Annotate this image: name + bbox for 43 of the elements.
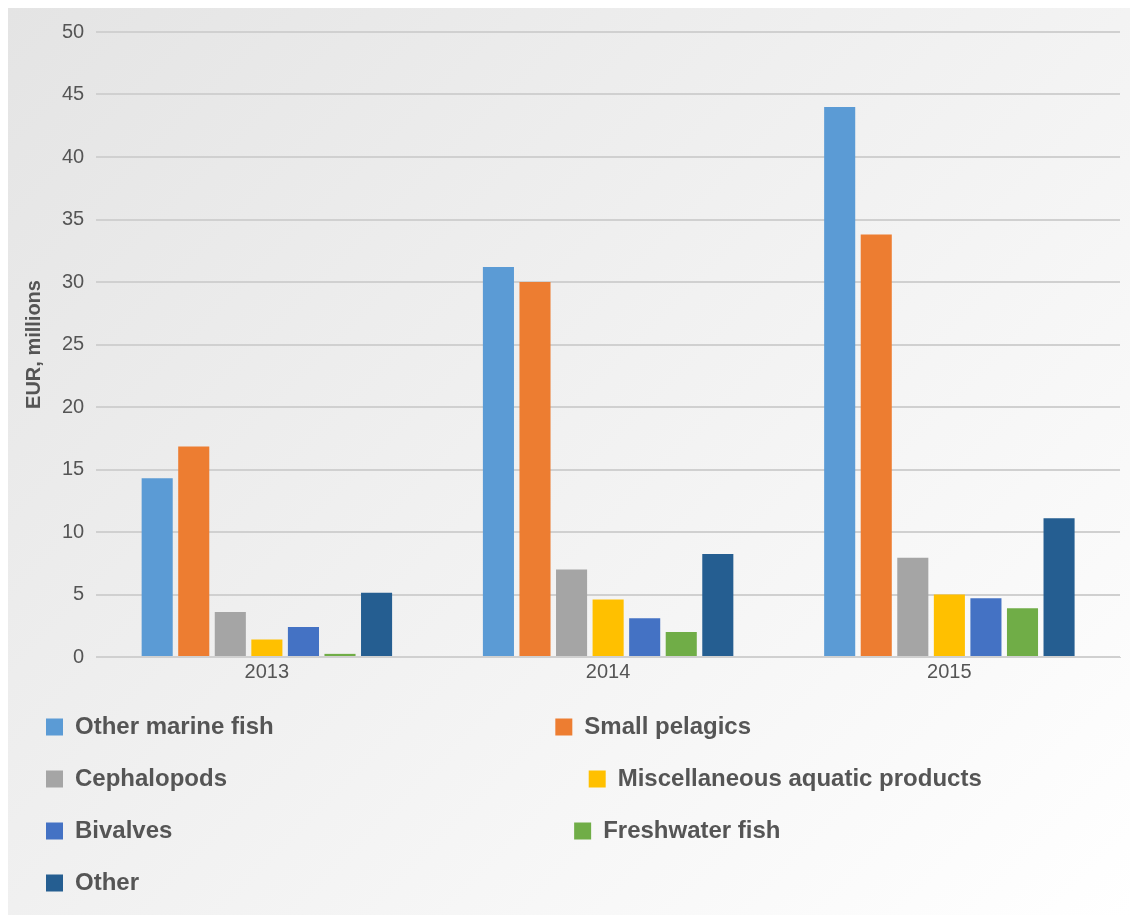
bar bbox=[824, 107, 856, 656]
bar bbox=[141, 478, 173, 656]
y-tick-label: 30 bbox=[62, 269, 85, 292]
legend-label: Bivalves bbox=[75, 815, 547, 843]
legend-label: Small pelagics bbox=[584, 711, 752, 739]
legend-label: Other marine fish bbox=[75, 711, 528, 739]
bar bbox=[1006, 608, 1039, 656]
y-tick-label: 25 bbox=[62, 332, 85, 355]
bar bbox=[251, 639, 283, 656]
y-tick-label: 5 bbox=[73, 582, 85, 605]
bar bbox=[970, 598, 1002, 656]
y-axis-title: EUR, millions bbox=[21, 280, 44, 409]
bar bbox=[629, 618, 661, 656]
legend-label: Cephalopods bbox=[75, 763, 561, 791]
y-tick-label: 45 bbox=[62, 82, 85, 105]
legend-label: Other bbox=[75, 867, 553, 895]
legend-label: Freshwater fish bbox=[603, 815, 781, 843]
bar bbox=[665, 632, 697, 656]
x-tick-label: 2014 bbox=[585, 659, 631, 682]
bar bbox=[482, 267, 514, 656]
bar bbox=[592, 599, 624, 656]
x-tick-label: 2015 bbox=[927, 659, 972, 682]
bar bbox=[702, 553, 734, 656]
y-tick-label: 35 bbox=[62, 207, 85, 230]
bar bbox=[519, 282, 551, 656]
x-tick-label: 2013 bbox=[244, 659, 290, 682]
bar bbox=[1043, 518, 1075, 656]
bar bbox=[860, 234, 892, 656]
bar bbox=[933, 594, 965, 656]
bar bbox=[556, 569, 588, 656]
y-tick-label: 15 bbox=[62, 457, 85, 480]
bar bbox=[361, 592, 393, 656]
y-tick-label: 20 bbox=[62, 394, 85, 417]
legend-label: Miscellaneous aquatic products bbox=[617, 763, 982, 791]
bar bbox=[287, 627, 319, 656]
bar bbox=[324, 653, 356, 656]
bar bbox=[214, 612, 246, 656]
bar bbox=[897, 557, 929, 656]
y-tick-label: 10 bbox=[62, 519, 85, 542]
y-tick-label: 40 bbox=[62, 144, 85, 167]
y-tick-label: 50 bbox=[62, 19, 85, 42]
bar bbox=[178, 446, 210, 656]
y-tick-label: 0 bbox=[73, 644, 85, 667]
